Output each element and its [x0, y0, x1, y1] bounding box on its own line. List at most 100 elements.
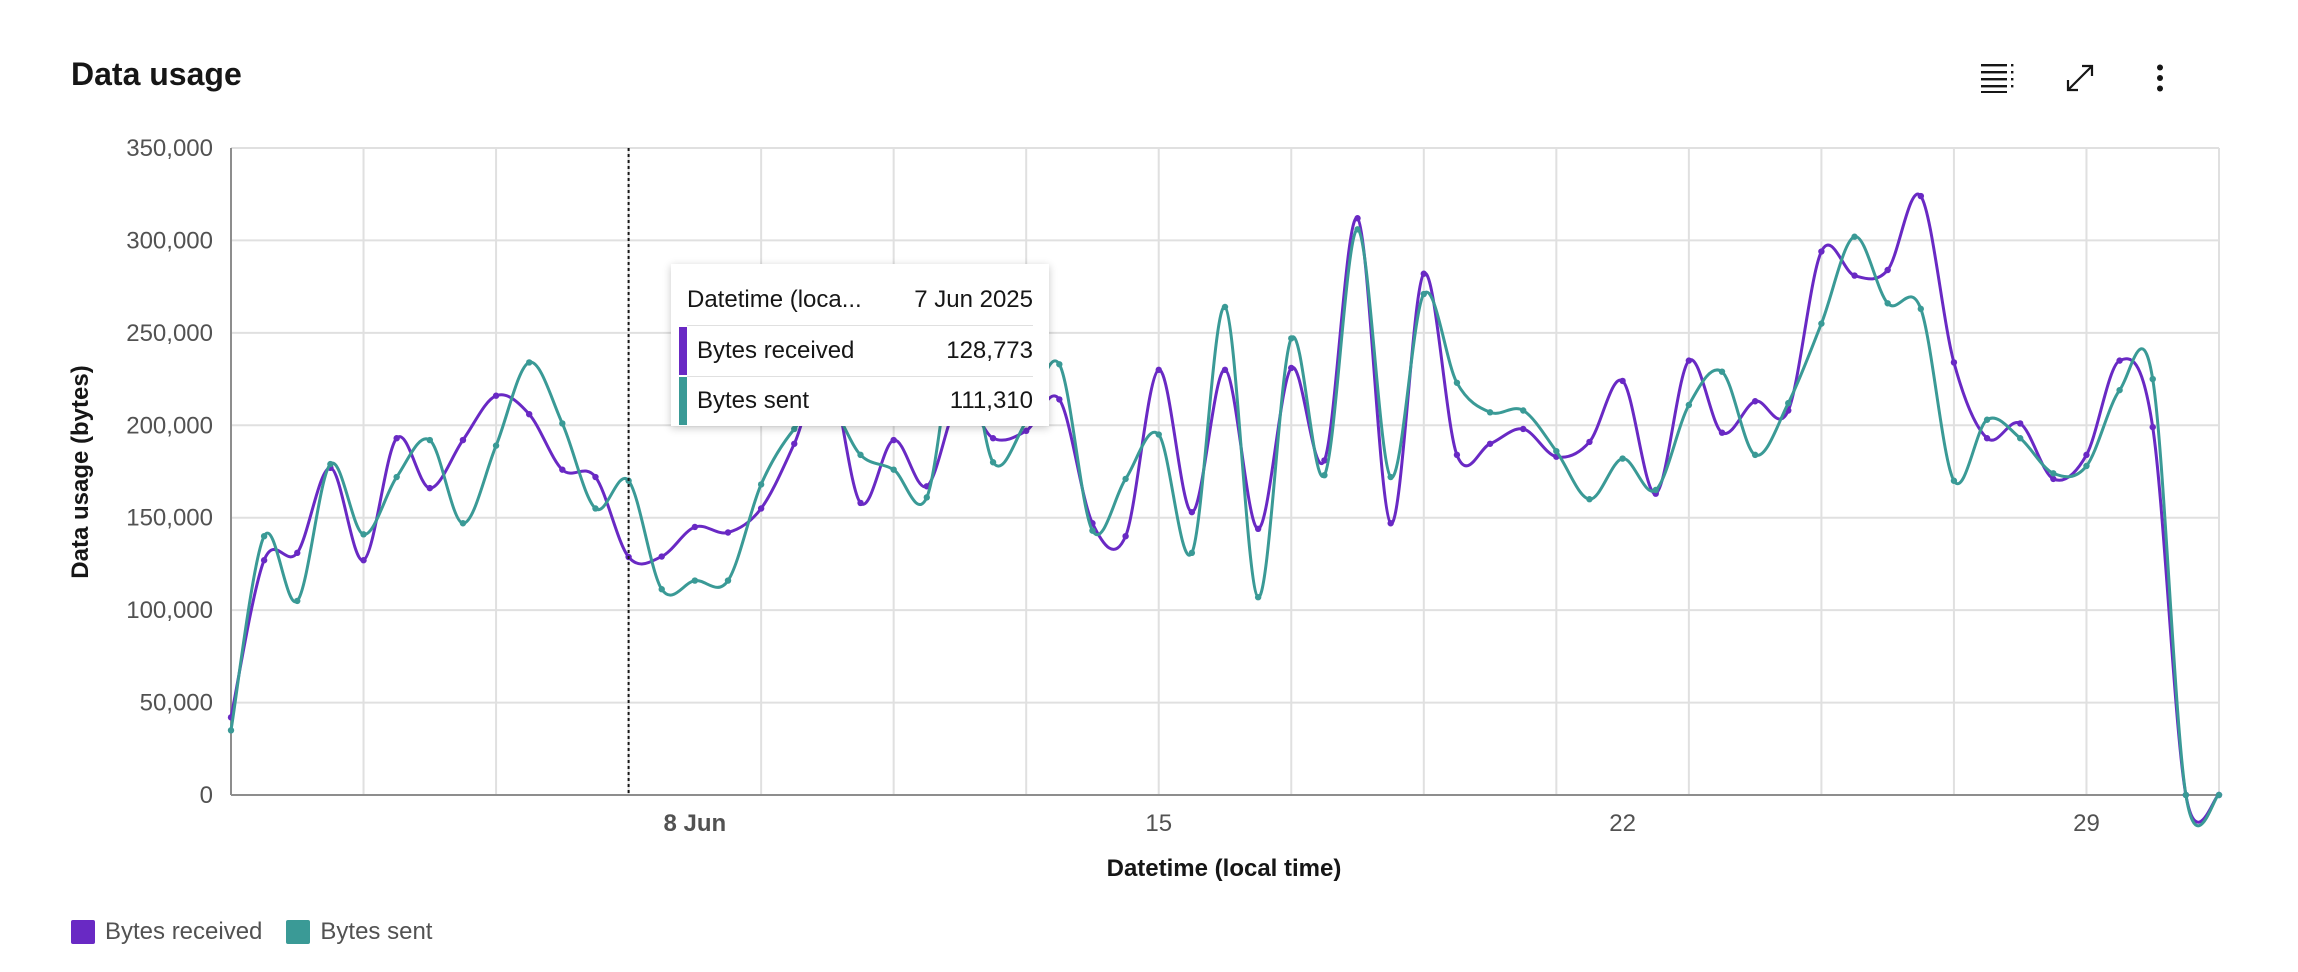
data-point [1818, 320, 1825, 327]
data-point [592, 473, 599, 481]
data-point [227, 727, 235, 734]
data-point [1619, 455, 1626, 462]
data-point [757, 505, 765, 512]
data-point [294, 549, 301, 557]
data-point [1420, 290, 1428, 298]
table-view-button[interactable] [1971, 50, 2027, 106]
data-point [1022, 427, 1030, 435]
data-point [393, 473, 400, 481]
data-point [1553, 447, 1560, 455]
data-point [2149, 375, 2156, 383]
series-bytes-received [227, 192, 2223, 824]
data-point [1188, 549, 1196, 557]
tooltip-row-label: Bytes sent [697, 387, 810, 414]
data-point [2017, 420, 2024, 427]
data-point [658, 586, 665, 593]
data-point [1851, 272, 1858, 279]
y-tick-label: 200,000 [126, 412, 213, 439]
y-axis-title: Data usage (bytes) [67, 365, 94, 578]
data-point [1354, 226, 1361, 233]
data-point [857, 451, 864, 459]
data-point [459, 520, 467, 527]
data-point [1652, 486, 1659, 494]
tooltip-header-label: Datetime (loca... [687, 286, 862, 313]
data-point [1056, 396, 1063, 403]
data-point [857, 499, 864, 507]
data-point [294, 597, 301, 605]
legend-swatch [286, 920, 311, 944]
data-point [1851, 233, 1858, 240]
legend-swatch [71, 920, 95, 944]
data-point [426, 484, 433, 492]
tooltip-row-value: 111,310 [949, 387, 1033, 414]
data-point [1818, 248, 1825, 255]
data-point [1453, 451, 1461, 459]
data-point [1950, 359, 1958, 366]
data-point [1188, 508, 1196, 516]
x-tick-label: 8 Jun [664, 810, 727, 837]
data-point [1917, 192, 1925, 200]
x-tick-label: 29 [2073, 810, 2100, 837]
legend-item-bytes-sent[interactable]: Bytes sent [286, 918, 432, 946]
series-line [229, 192, 2220, 824]
data-point [1155, 366, 1162, 374]
axes: 0 50,000 100,000 150,000 200,000 250,000 300,0… [126, 135, 2219, 837]
data-point [1321, 457, 1328, 464]
data-point [360, 557, 367, 564]
data-point [890, 436, 897, 444]
data-point [1354, 215, 1361, 222]
data-point [1486, 440, 1494, 447]
tooltip-divider [687, 325, 1033, 326]
data-point [360, 531, 367, 538]
data-point [1685, 401, 1693, 409]
data-point [1221, 366, 1229, 374]
data-point [2083, 462, 2090, 470]
x-tick-label: 15 [1145, 810, 1172, 837]
data-point [1254, 525, 1262, 533]
y-tick-label: 100,000 [126, 597, 213, 624]
tooltip-row-bytes-sent: Bytes sent 111,310 [671, 376, 1049, 426]
overflow-menu-button[interactable] [2132, 50, 2188, 106]
data-point [1122, 533, 1129, 540]
data-point [559, 466, 566, 473]
y-tick-label: 250,000 [126, 320, 213, 347]
chart-title: Data usage [71, 56, 242, 92]
data-point [393, 435, 400, 442]
tooltip-color-indicator [679, 327, 687, 375]
legend-item-bytes-received[interactable]: Bytes received [71, 918, 262, 946]
data-point [526, 410, 533, 418]
data-point [1586, 496, 1593, 503]
data-point [1387, 473, 1394, 481]
data-point [592, 505, 599, 512]
data-point [724, 529, 732, 536]
tooltip-color-indicator [679, 377, 687, 425]
data-point [526, 359, 533, 366]
tooltip-divider [687, 376, 1033, 377]
data-point [2149, 423, 2156, 431]
data-point [2050, 470, 2057, 477]
data-point [724, 577, 732, 584]
maximize-button[interactable] [2052, 50, 2108, 106]
data-point [658, 553, 665, 560]
data-point [890, 466, 897, 473]
y-tick-label: 350,000 [126, 135, 213, 162]
data-point [1420, 270, 1428, 277]
y-tick-label: 0 [200, 782, 213, 809]
series-line [229, 227, 2221, 828]
data-point [492, 392, 500, 399]
grid-lines [231, 147, 2220, 795]
data-point [989, 435, 997, 442]
legend-label: Bytes received [105, 918, 263, 945]
x-axis-title: Datetime (local time) [1107, 855, 1342, 882]
tooltip-row-value: 128,773 [946, 337, 1033, 364]
maximize-icon [2066, 64, 2094, 92]
series-bytes-sent [227, 226, 2223, 828]
data-point [1387, 520, 1394, 527]
data-point [1122, 475, 1129, 483]
data-point [923, 494, 930, 501]
data-point [1685, 357, 1693, 364]
data-point [1751, 451, 1759, 459]
data-point [1155, 431, 1162, 438]
